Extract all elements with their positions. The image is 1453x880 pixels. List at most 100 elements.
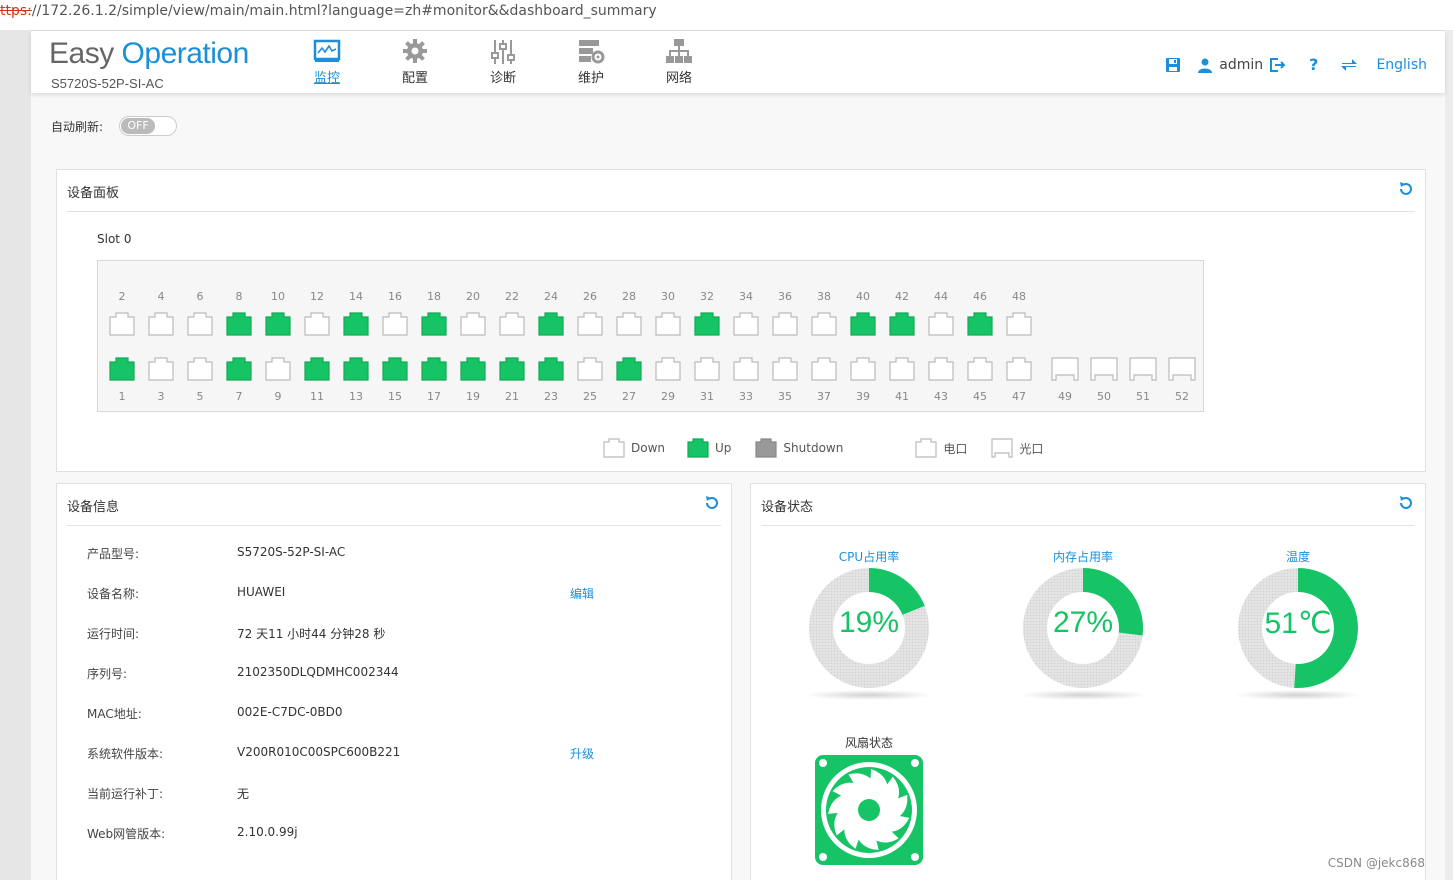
port-24[interactable] bbox=[538, 312, 564, 336]
device-status-panel: 设备状态 CPU占用率 19% 内存占用率 27% 温度 51℃ 风扇状态 bbox=[750, 483, 1426, 880]
swap-icon bbox=[1341, 58, 1358, 71]
scrollbar-track[interactable] bbox=[1445, 30, 1453, 880]
port-48[interactable] bbox=[1006, 312, 1032, 336]
port-47[interactable] bbox=[1006, 357, 1032, 381]
nav-network[interactable]: 网络 bbox=[635, 37, 723, 86]
port-2[interactable] bbox=[109, 312, 135, 336]
port-42[interactable] bbox=[889, 312, 915, 336]
port-27[interactable] bbox=[616, 357, 642, 381]
logout-button[interactable] bbox=[1269, 57, 1287, 73]
port-52[interactable] bbox=[1168, 357, 1196, 381]
port-7[interactable] bbox=[226, 357, 252, 381]
nav-config[interactable]: 配置 bbox=[371, 37, 459, 86]
port-number: 13 bbox=[349, 390, 363, 403]
port-31[interactable] bbox=[694, 357, 720, 381]
port-25[interactable] bbox=[577, 357, 603, 381]
port-17[interactable] bbox=[421, 357, 447, 381]
port-33[interactable] bbox=[733, 357, 759, 381]
auto-refresh-toggle[interactable]: OFF bbox=[119, 116, 178, 136]
port-41[interactable] bbox=[889, 357, 915, 381]
gauge-fill bbox=[1082, 568, 1143, 636]
port-20[interactable] bbox=[460, 312, 486, 336]
port-number: 48 bbox=[1012, 290, 1026, 303]
port-number: 49 bbox=[1058, 390, 1072, 403]
user-menu[interactable]: admin bbox=[1197, 57, 1263, 73]
port-30[interactable] bbox=[655, 312, 681, 336]
port-number: 43 bbox=[934, 390, 948, 403]
refresh-icon[interactable] bbox=[1397, 180, 1415, 198]
gauge-label: 内存占用率 bbox=[1052, 550, 1113, 564]
port-22[interactable] bbox=[499, 312, 525, 336]
port-32[interactable] bbox=[694, 312, 720, 336]
port-number: 41 bbox=[895, 390, 909, 403]
upgrade-link[interactable]: 升级 bbox=[570, 747, 595, 761]
refresh-icon[interactable] bbox=[1397, 494, 1415, 512]
port-34[interactable] bbox=[733, 312, 759, 336]
gauge-shadow bbox=[1018, 690, 1148, 700]
port-40[interactable] bbox=[850, 312, 876, 336]
port-6[interactable] bbox=[187, 312, 213, 336]
logo-operation: Operation bbox=[121, 37, 250, 70]
port-28[interactable] bbox=[616, 312, 642, 336]
port-8[interactable] bbox=[226, 312, 252, 336]
port-1[interactable] bbox=[109, 357, 135, 381]
port-number: 15 bbox=[388, 390, 402, 403]
port-number: 51 bbox=[1136, 390, 1150, 403]
language-link[interactable]: English bbox=[1376, 56, 1427, 73]
port-12[interactable] bbox=[304, 312, 330, 336]
port-43[interactable] bbox=[928, 357, 954, 381]
port-44[interactable] bbox=[928, 312, 954, 336]
port-45[interactable] bbox=[967, 357, 993, 381]
port-29[interactable] bbox=[655, 357, 681, 381]
url-bar[interactable]: ttps://172.26.1.2/simple/view/main/main.… bbox=[0, 0, 1453, 26]
port-4[interactable] bbox=[148, 312, 174, 336]
switch-language-icon[interactable] bbox=[1340, 57, 1358, 73]
nav-monitor-label: 监控 bbox=[313, 71, 340, 86]
port-9[interactable] bbox=[265, 357, 291, 381]
port-14[interactable] bbox=[343, 312, 369, 336]
legend-optical: 光口 bbox=[991, 438, 1043, 458]
port-3[interactable] bbox=[148, 357, 174, 381]
port-23[interactable] bbox=[538, 357, 564, 381]
port-number: 29 bbox=[661, 390, 675, 403]
port-38[interactable] bbox=[811, 312, 837, 336]
port-5[interactable] bbox=[187, 357, 213, 381]
nav-monitor[interactable]: 监控 bbox=[283, 37, 371, 86]
edit-link[interactable]: 编辑 bbox=[570, 587, 595, 601]
device-status-title: 设备状态 bbox=[761, 500, 814, 515]
port-49[interactable] bbox=[1051, 357, 1079, 381]
port-18[interactable] bbox=[421, 312, 447, 336]
port-35[interactable] bbox=[772, 357, 798, 381]
help-button[interactable]: ? bbox=[1309, 55, 1318, 74]
header-tools: admin ? English bbox=[1149, 55, 1427, 74]
port-37[interactable] bbox=[811, 357, 837, 381]
port-15[interactable] bbox=[382, 357, 408, 381]
port-19[interactable] bbox=[460, 357, 486, 381]
logo-easy: Easy bbox=[49, 37, 114, 70]
port-13[interactable] bbox=[343, 357, 369, 381]
port-16[interactable] bbox=[382, 312, 408, 336]
gauge-fill bbox=[1294, 568, 1358, 688]
port-down-icon bbox=[603, 438, 625, 458]
logout-icon bbox=[1270, 57, 1286, 72]
port-36[interactable] bbox=[772, 312, 798, 336]
nav-diagnose[interactable]: 诊断 bbox=[459, 37, 547, 86]
info-key: 序列号: bbox=[87, 667, 128, 681]
port-number: 9 bbox=[274, 390, 282, 403]
port-number: 4 bbox=[157, 290, 165, 303]
save-button[interactable] bbox=[1165, 57, 1181, 73]
port-39[interactable] bbox=[850, 357, 876, 381]
slot-label: Slot 0 bbox=[97, 232, 132, 246]
port-number: 7 bbox=[235, 390, 243, 403]
port-10[interactable] bbox=[265, 312, 291, 336]
device-panel: 设备面板 Slot 0 2 4 6 8 10 12 14 16 18 20 22 24 26 28 30 32… bbox=[56, 169, 1426, 472]
port-11[interactable] bbox=[304, 357, 330, 381]
nav-maintain[interactable]: 维护 bbox=[547, 37, 635, 86]
port-26[interactable] bbox=[577, 312, 603, 336]
refresh-icon[interactable] bbox=[703, 494, 721, 512]
port-21[interactable] bbox=[499, 357, 525, 381]
port-50[interactable] bbox=[1090, 357, 1118, 381]
port-46[interactable] bbox=[967, 312, 993, 336]
url-text: //172.26.1.2/simple/view/main/main.html?… bbox=[31, 3, 657, 19]
port-51[interactable] bbox=[1129, 357, 1157, 381]
